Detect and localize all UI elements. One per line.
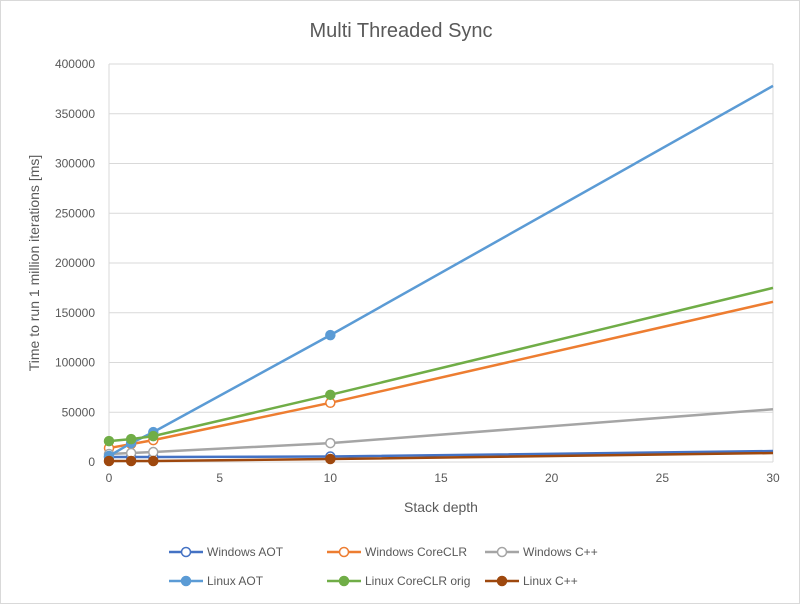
y-tick-label: 300000 — [55, 157, 95, 171]
x-tick-label: 20 — [545, 471, 559, 485]
legend-label: Windows AOT — [207, 545, 284, 559]
series-line — [108, 408, 774, 456]
legend-marker — [496, 575, 508, 587]
y-tick-label: 0 — [88, 455, 95, 469]
legend-marker — [180, 575, 192, 587]
x-tick-label: 25 — [656, 471, 670, 485]
x-tick-label: 5 — [216, 471, 223, 485]
series-line — [108, 300, 774, 450]
y-tick-label: 150000 — [55, 306, 95, 320]
legend-label: Linux CoreCLR orig — [365, 574, 470, 588]
legend-label: Windows C++ — [523, 545, 598, 559]
data-point — [325, 329, 336, 341]
legend-marker — [338, 546, 350, 558]
x-tick-label: 15 — [434, 471, 448, 485]
data-point — [325, 437, 336, 449]
y-tick-label: 50000 — [62, 405, 96, 419]
x-tick-label: 30 — [766, 471, 780, 485]
legend-label: Linux C++ — [523, 574, 578, 588]
y-tick-label: 100000 — [55, 356, 95, 370]
y-tick-label: 400000 — [55, 57, 95, 71]
data-point — [148, 446, 159, 458]
y-tick-label: 350000 — [55, 107, 95, 121]
y-tick-label: 200000 — [55, 256, 95, 270]
data-point — [325, 453, 336, 465]
legend-marker — [338, 575, 350, 587]
y-tick-label: 250000 — [55, 206, 95, 220]
legend-label: Windows CoreCLR — [365, 545, 467, 559]
y-axis-label: Time to run 1 million iterations [ms] — [26, 155, 42, 372]
data-point — [148, 430, 159, 442]
data-point — [103, 455, 115, 467]
data-point — [103, 435, 115, 447]
x-tick-label: 0 — [106, 471, 113, 485]
data-point — [148, 455, 159, 467]
legend-marker — [180, 546, 192, 558]
x-tick-label: 10 — [324, 471, 338, 485]
x-axis-label: Stack depth — [404, 499, 478, 515]
data-point — [125, 455, 137, 467]
data-point — [125, 433, 137, 445]
series-line — [108, 84, 774, 458]
legend-marker — [496, 546, 508, 558]
data-point — [325, 389, 336, 401]
chart-title: Multi Threaded Sync — [309, 20, 492, 42]
legend-label: Linux AOT — [207, 574, 264, 588]
